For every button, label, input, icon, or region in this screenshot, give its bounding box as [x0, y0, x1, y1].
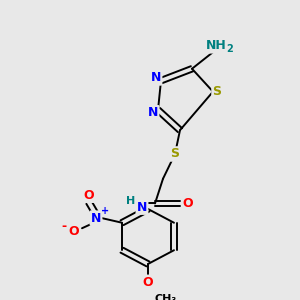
Text: NH: NH	[206, 39, 226, 52]
Text: +: +	[101, 206, 109, 216]
Text: N: N	[137, 201, 147, 214]
Text: O: O	[84, 189, 94, 202]
Text: N: N	[148, 106, 158, 119]
Text: O: O	[143, 276, 153, 289]
Text: 2: 2	[226, 44, 233, 55]
Text: O: O	[69, 225, 79, 239]
Text: O: O	[183, 197, 193, 210]
Text: S: S	[212, 85, 221, 98]
Text: CH₃: CH₃	[155, 294, 177, 300]
Text: N: N	[151, 71, 161, 84]
Text: -: -	[61, 220, 67, 233]
Text: H: H	[126, 196, 136, 206]
Text: N: N	[91, 212, 101, 225]
Text: S: S	[170, 148, 179, 160]
